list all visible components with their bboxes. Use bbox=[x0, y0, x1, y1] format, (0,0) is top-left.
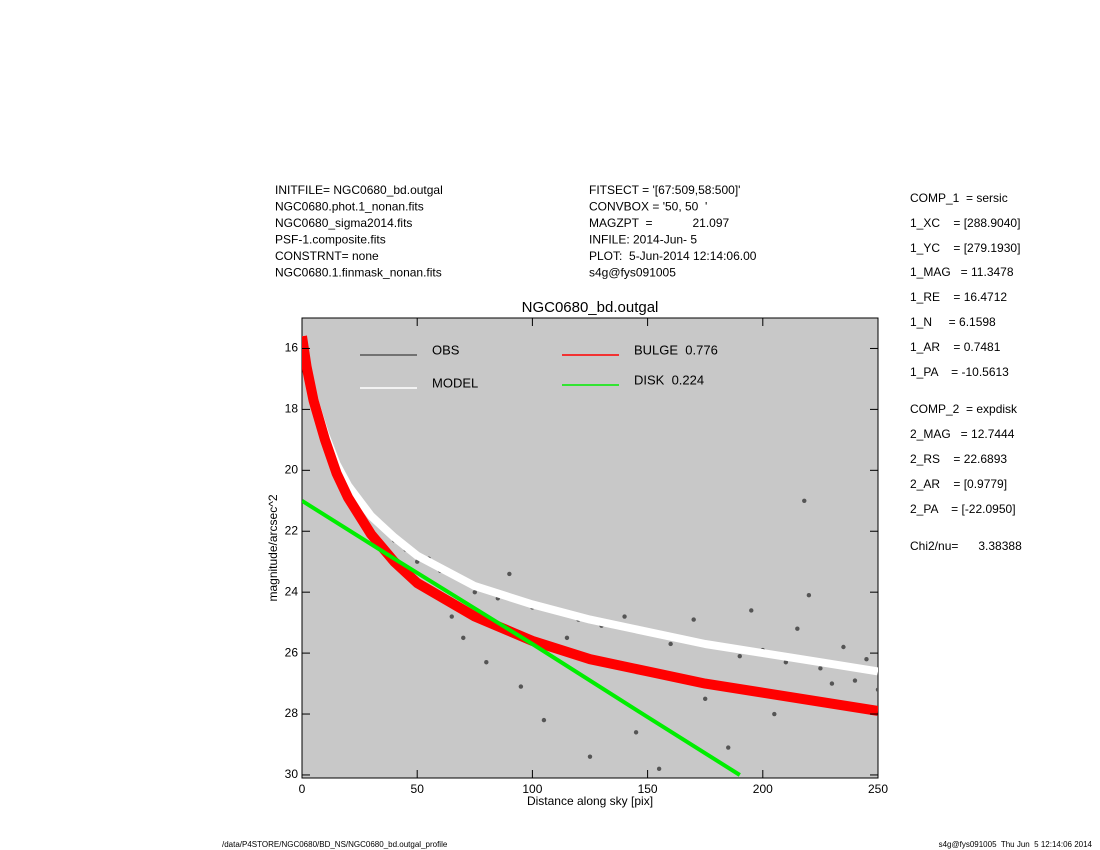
obs-point bbox=[668, 641, 673, 647]
parameter-line: COMP_1 = sersic bbox=[910, 191, 1008, 205]
y-tick-label: 26 bbox=[285, 645, 299, 659]
y-tick-label: 28 bbox=[285, 706, 299, 720]
y-tick-label: 18 bbox=[285, 402, 299, 416]
y-tick-label: 16 bbox=[285, 341, 299, 355]
parameter-line: 2_AR = [0.9779] bbox=[910, 477, 1007, 491]
header-middle-line: MAGZPT = 21.097 bbox=[589, 216, 729, 230]
header-middle-line: INFILE: 2014-Jun- 5 bbox=[589, 233, 697, 247]
obs-point bbox=[841, 644, 846, 650]
y-tick-label: 20 bbox=[285, 462, 299, 476]
obs-point bbox=[795, 626, 800, 631]
x-tick-label: 50 bbox=[411, 782, 425, 796]
header-middle-line: s4g@fys091005 bbox=[589, 266, 676, 280]
obs-point bbox=[772, 711, 777, 717]
parameter-line: 2_PA = [-22.0950] bbox=[910, 502, 1016, 516]
parameter-line: 1_AR = 0.7481 bbox=[910, 340, 1001, 354]
obs-point bbox=[703, 696, 708, 701]
x-tick-label: 100 bbox=[522, 782, 542, 796]
plot-area bbox=[301, 317, 879, 779]
obs-point bbox=[806, 593, 812, 598]
obs-point bbox=[818, 666, 823, 671]
footer-left: /data/P4STORE/NGC0680/BD_NS/NGC0680_bd.o… bbox=[222, 840, 448, 849]
header-middle-line: PLOT: 5-Jun-2014 12:14:06.00 bbox=[589, 249, 757, 263]
y-axis-label: magnitude/arcsec^2 bbox=[266, 494, 280, 601]
header-left-line: INITFILE= NGC0680_bd.outgal bbox=[275, 183, 443, 197]
parameter-line: 1_PA = -10.5613 bbox=[910, 365, 1009, 379]
header-middle-line: CONVBOX = '50, 50 ' bbox=[589, 200, 707, 214]
obs-point bbox=[541, 717, 547, 723]
y-tick-label: 22 bbox=[285, 523, 299, 537]
parameter-line: 1_XC = [288.9040] bbox=[910, 216, 1020, 230]
obs-point bbox=[726, 745, 731, 750]
obs-point bbox=[633, 730, 639, 735]
footer-right: s4g@fys091005 Thu Jun 5 12:14:06 2014 bbox=[939, 840, 1093, 849]
chart-title: NGC0680_bd.outgal bbox=[522, 299, 659, 316]
profile-line bbox=[302, 499, 741, 777]
obs-point bbox=[852, 678, 858, 683]
parameter-line: 1_YC = [279.1930] bbox=[910, 241, 1020, 255]
parameter-line: 1_N = 6.1598 bbox=[910, 315, 996, 329]
obs-point bbox=[484, 660, 489, 665]
obs-point bbox=[783, 660, 789, 665]
x-axis-label: Distance along sky [pix] bbox=[527, 794, 653, 808]
obs-point bbox=[449, 614, 454, 619]
parameter-line: 2_RS = 22.6893 bbox=[910, 452, 1007, 466]
header-middle-line: FITSECT = '[67:509,58:500]' bbox=[589, 183, 740, 197]
parameter-line: 2_MAG = 12.7444 bbox=[910, 427, 1015, 441]
obs-point bbox=[875, 687, 878, 692]
legend-label: DISK 0.224 bbox=[634, 372, 704, 387]
parameter-line: 1_MAG = 11.3478 bbox=[910, 265, 1014, 279]
obs-point bbox=[472, 589, 477, 595]
obs-point bbox=[829, 681, 835, 686]
x-tick-label: 150 bbox=[638, 782, 658, 796]
plot-marks bbox=[302, 335, 878, 777]
x-tick-label: 250 bbox=[868, 782, 888, 796]
obs-point bbox=[622, 614, 627, 619]
legend-label: OBS bbox=[432, 342, 460, 357]
y-tick-label: 24 bbox=[285, 584, 299, 598]
parameter-line: Chi2/nu= 3.38388 bbox=[910, 539, 1022, 553]
obs-point bbox=[749, 608, 754, 613]
parameter-line: COMP_2 = expdisk bbox=[910, 402, 1018, 416]
parameter-line: 1_RE = 16.4712 bbox=[910, 290, 1007, 304]
header-left-line: CONSTRNT= none bbox=[275, 249, 379, 263]
header-left-line: NGC0680_sigma2014.fits bbox=[275, 216, 412, 230]
obs-point bbox=[564, 635, 570, 641]
header-left-line: PSF-1.composite.fits bbox=[275, 233, 386, 247]
profile-line bbox=[302, 335, 878, 716]
obs-point bbox=[507, 571, 512, 577]
header-left-line: NGC0680.phot.1_nonan.fits bbox=[275, 200, 424, 214]
obs-point bbox=[587, 754, 593, 759]
legend-label: BULGE 0.776 bbox=[634, 342, 718, 357]
x-tick-label: 200 bbox=[753, 782, 773, 796]
x-tick-label: 0 bbox=[299, 782, 306, 796]
obs-point bbox=[518, 684, 524, 689]
obs-point bbox=[691, 617, 696, 622]
y-tick-label: 30 bbox=[285, 767, 299, 781]
obs-point bbox=[656, 766, 662, 772]
legend-label: MODEL bbox=[432, 375, 478, 390]
obs-point bbox=[737, 653, 742, 659]
obs-point bbox=[864, 656, 869, 662]
obs-point bbox=[802, 498, 807, 503]
header-left-line: NGC0680.1.finmask_nonan.fits bbox=[275, 266, 442, 280]
obs-point bbox=[461, 635, 466, 641]
